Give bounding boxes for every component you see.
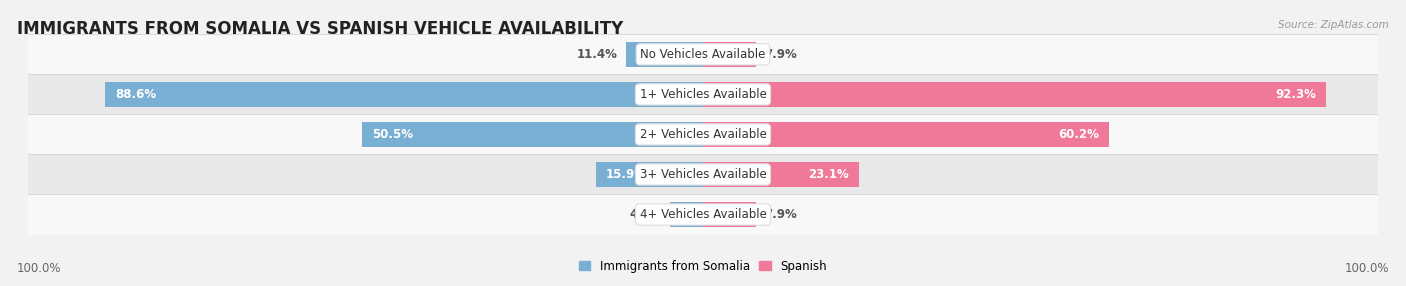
Text: 4+ Vehicles Available: 4+ Vehicles Available — [640, 208, 766, 221]
Bar — [363, 122, 703, 147]
Text: 88.6%: 88.6% — [115, 88, 156, 101]
Bar — [596, 162, 703, 187]
Bar — [703, 122, 1109, 147]
Text: 60.2%: 60.2% — [1059, 128, 1099, 141]
Bar — [28, 194, 1378, 235]
Text: 100.0%: 100.0% — [17, 262, 62, 275]
Text: 4.9%: 4.9% — [628, 208, 662, 221]
Text: 100.0%: 100.0% — [1344, 262, 1389, 275]
Bar — [703, 202, 756, 227]
Text: 1+ Vehicles Available: 1+ Vehicles Available — [640, 88, 766, 101]
Bar — [703, 42, 756, 67]
Bar — [28, 114, 1378, 154]
Text: IMMIGRANTS FROM SOMALIA VS SPANISH VEHICLE AVAILABILITY: IMMIGRANTS FROM SOMALIA VS SPANISH VEHIC… — [17, 20, 623, 38]
Bar — [105, 82, 703, 107]
Bar — [703, 82, 1326, 107]
Bar — [669, 202, 703, 227]
Text: 7.9%: 7.9% — [765, 48, 797, 61]
Bar — [28, 74, 1378, 114]
Bar — [28, 34, 1378, 74]
Text: 92.3%: 92.3% — [1275, 88, 1316, 101]
Text: Source: ZipAtlas.com: Source: ZipAtlas.com — [1278, 20, 1389, 30]
Text: 11.4%: 11.4% — [576, 48, 619, 61]
Text: 15.9%: 15.9% — [606, 168, 647, 181]
Bar — [703, 162, 859, 187]
Text: 3+ Vehicles Available: 3+ Vehicles Available — [640, 168, 766, 181]
Legend: Immigrants from Somalia, Spanish: Immigrants from Somalia, Spanish — [574, 255, 832, 277]
Bar — [626, 42, 703, 67]
Text: 2+ Vehicles Available: 2+ Vehicles Available — [640, 128, 766, 141]
Bar — [28, 154, 1378, 194]
Text: 50.5%: 50.5% — [373, 128, 413, 141]
Text: No Vehicles Available: No Vehicles Available — [640, 48, 766, 61]
Text: 23.1%: 23.1% — [808, 168, 849, 181]
Text: 7.9%: 7.9% — [765, 208, 797, 221]
